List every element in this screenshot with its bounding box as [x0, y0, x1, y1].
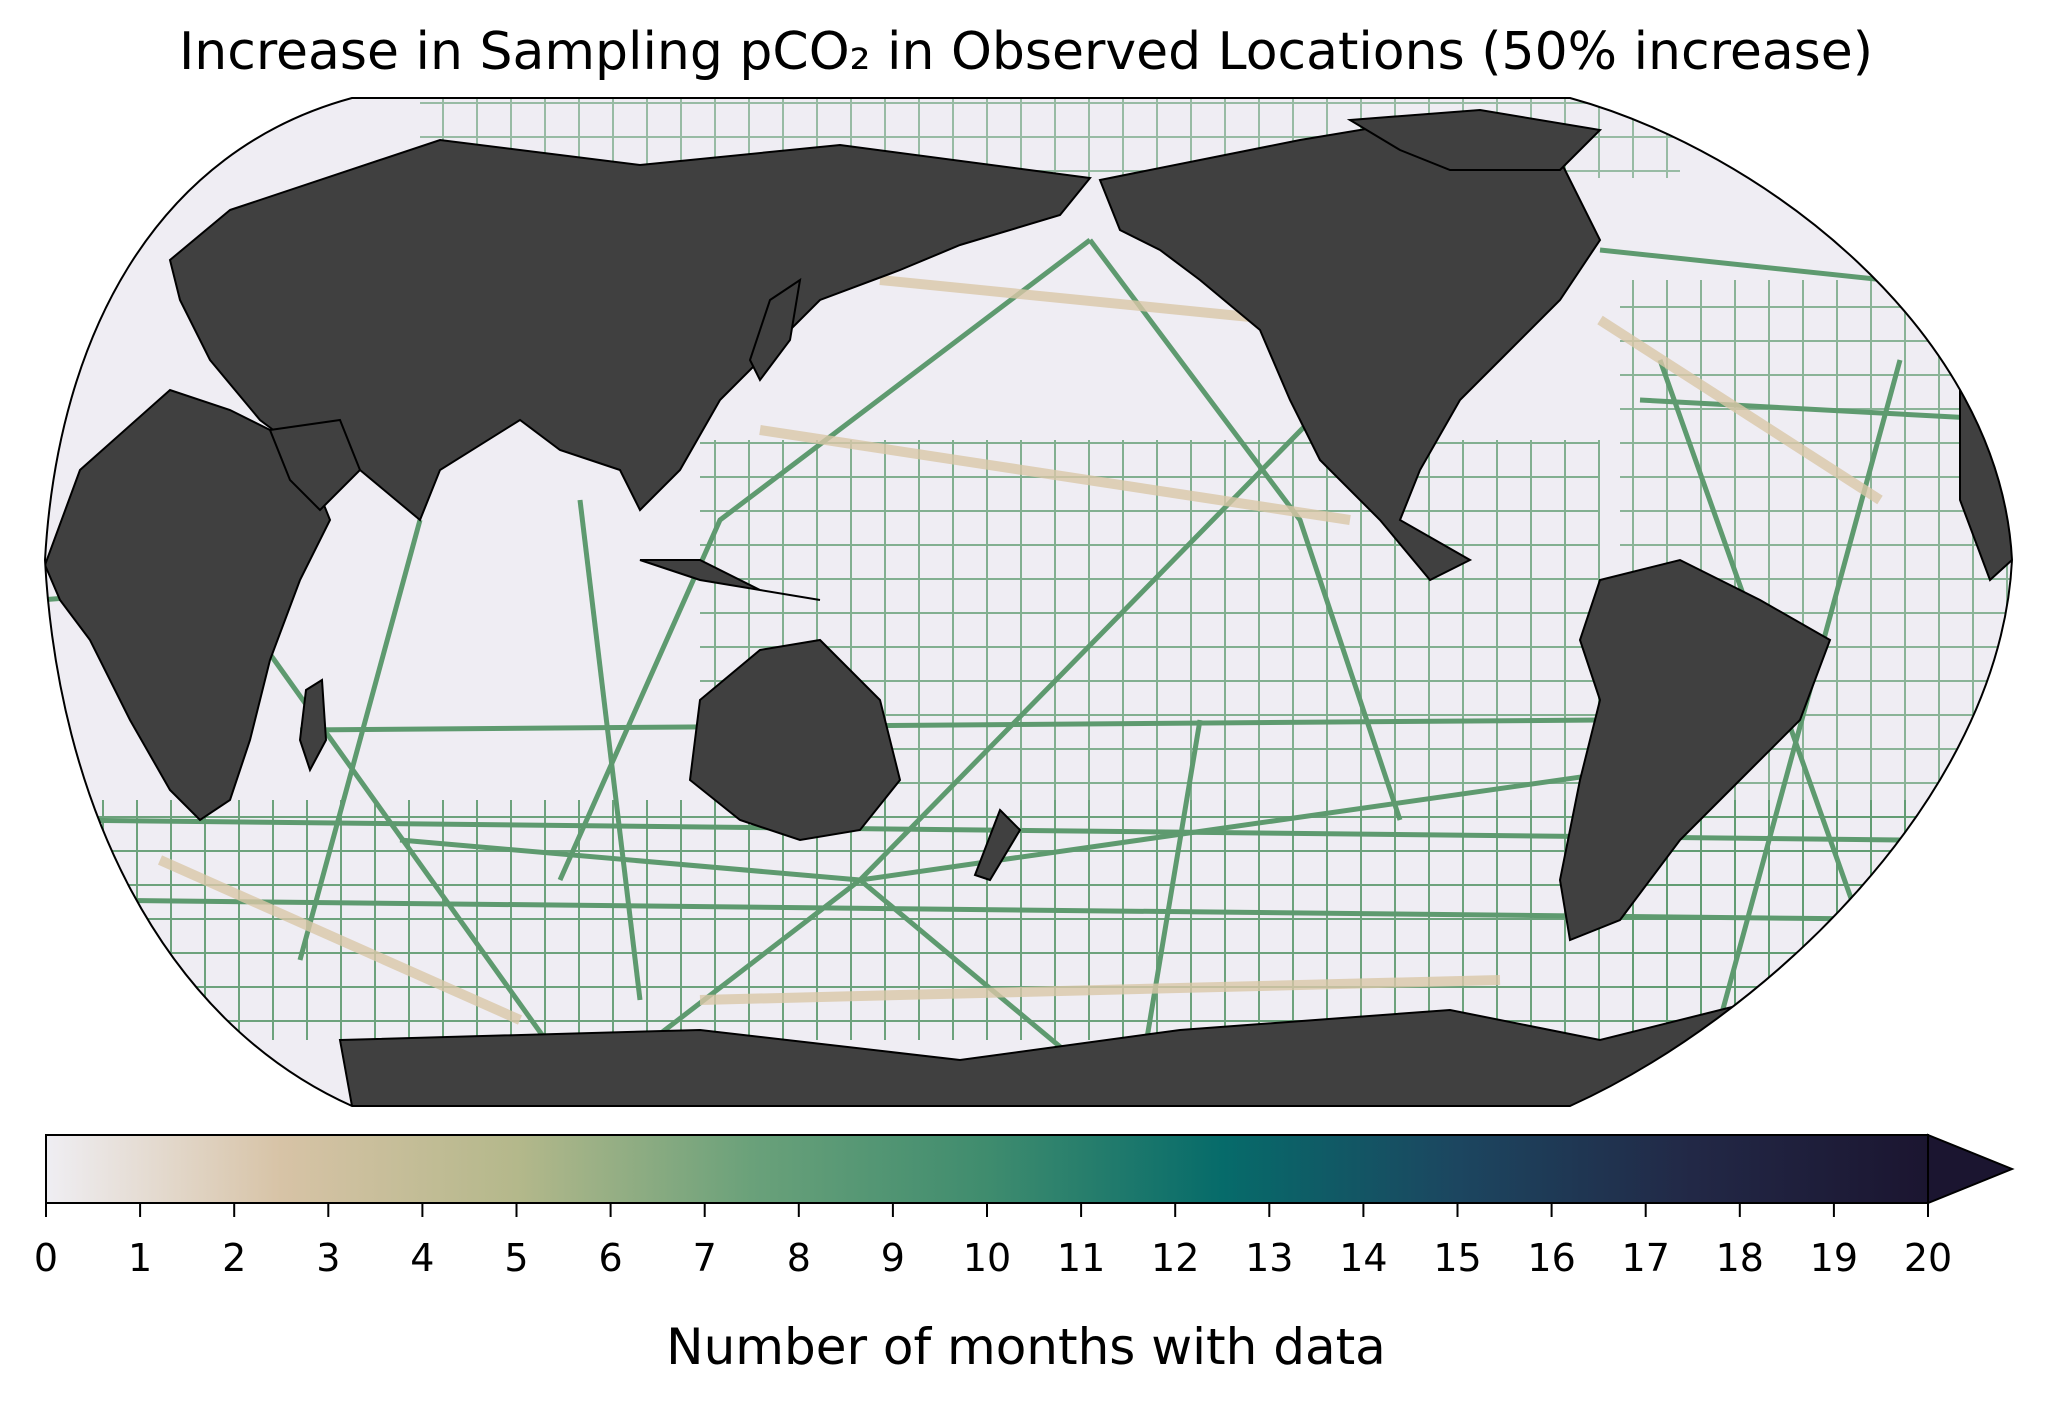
africa-land — [45, 388, 332, 822]
colorbar-tick-label: 12 — [1151, 1236, 1199, 1280]
colorbar-extend-arrow — [1927, 1133, 2015, 1205]
australia-land — [688, 638, 902, 842]
colorbar-tick-label: 15 — [1433, 1236, 1481, 1280]
colorbar-tick-label: 16 — [1527, 1236, 1575, 1280]
japan-land — [748, 277, 802, 382]
greenland-land — [1346, 108, 1603, 171]
south-america-land — [1558, 558, 1832, 942]
colorbar-tick-label: 3 — [316, 1236, 340, 1280]
colorbar-tick-label: 10 — [963, 1236, 1011, 1280]
eurasia-land — [168, 138, 1092, 522]
colorbar-tick-label: 7 — [693, 1236, 717, 1280]
globe-outline — [43, 97, 2014, 1107]
colorbar-tick-label: 0 — [34, 1236, 58, 1280]
colorbar-tick-label: 11 — [1057, 1236, 1105, 1280]
arabia-land — [268, 418, 362, 512]
madagascar-land — [298, 678, 328, 773]
colorbar-tick-label: 2 — [222, 1236, 246, 1280]
new-zealand-land — [973, 808, 1022, 882]
antarctica-land — [338, 989, 1901, 1106]
colorbar-tick-label: 1 — [128, 1236, 152, 1280]
north-america-land — [1098, 118, 1602, 582]
colorbar-tick-label: 18 — [1716, 1236, 1764, 1280]
colorbar-body — [45, 1134, 1929, 1204]
land-masses — [45, 108, 2012, 1106]
colorbar-tick-label: 19 — [1810, 1236, 1858, 1280]
colorbar-tick-label: 6 — [599, 1236, 623, 1280]
colorbar-tick-label: 9 — [881, 1236, 905, 1280]
colorbar-tick-label: 8 — [787, 1236, 811, 1280]
colorbar-tick-label: 4 — [410, 1236, 434, 1280]
colorbar-label: Number of months with data — [666, 1318, 1386, 1376]
colorbar-tick-label: 5 — [504, 1236, 528, 1280]
colorbar-tick-label: 14 — [1339, 1236, 1387, 1280]
colorbar-ticks: 0 1 2 3 4 5 6 7 8 9 10 11 12 13 14 15 16 17 18 19 20 — [34, 1203, 1952, 1280]
indonesia-land — [639, 559, 821, 601]
colorbar-tick-label: 13 — [1245, 1236, 1293, 1280]
colorbar-tick-label: 17 — [1622, 1236, 1670, 1280]
colorbar-tick-label: 20 — [1904, 1236, 1952, 1280]
chart-title: Increase in Sampling pCO₂ in Observed Lo… — [178, 22, 1874, 82]
